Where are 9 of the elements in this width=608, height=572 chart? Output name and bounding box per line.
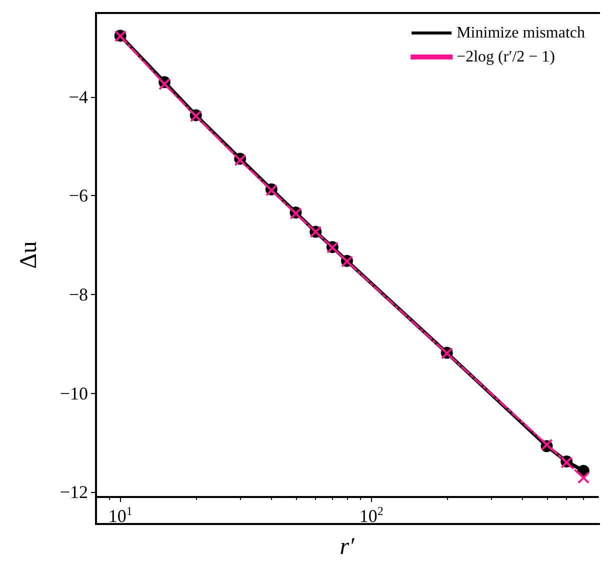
y-tick-label: −10 <box>60 383 88 404</box>
legend-label: Minimize mismatch <box>456 24 585 42</box>
legend-label: −2log (r′/2 − 1) <box>456 48 555 66</box>
y-tick-label: −4 <box>68 86 88 107</box>
y-tick-label: −6 <box>68 186 88 206</box>
y-tick-label: −8 <box>68 284 88 305</box>
y-tick-label: −12 <box>60 482 88 502</box>
y-axis-title: Δu <box>16 241 42 269</box>
x-axis-title: r′ <box>340 534 356 560</box>
